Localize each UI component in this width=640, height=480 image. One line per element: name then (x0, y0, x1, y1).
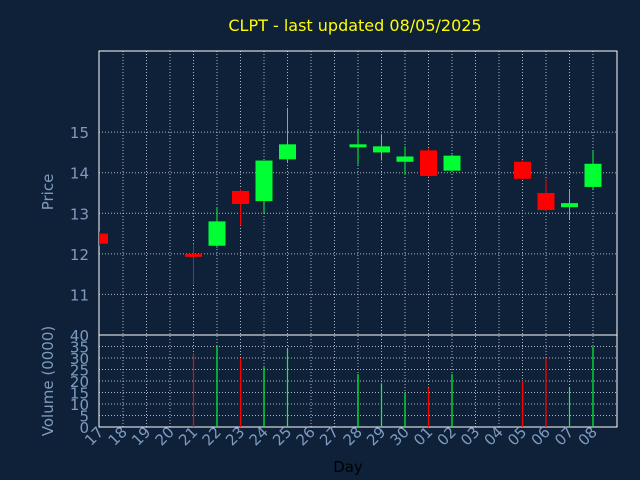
candle-body (185, 253, 202, 257)
candle-body (514, 161, 531, 179)
candle-body (561, 203, 578, 208)
volume-tick-label: 15 (70, 385, 89, 403)
candle-body (349, 144, 367, 148)
price-tick-label: 15 (70, 124, 89, 142)
price-tick-label: 13 (70, 205, 89, 223)
candle-body (420, 150, 437, 176)
volume-axis-title: Volume (0000) (39, 326, 57, 436)
candle-body (373, 146, 390, 153)
volume-tick-label: 5 (79, 408, 89, 426)
candle-body (537, 193, 555, 211)
candles-group (99, 107, 602, 285)
volume-tick-label: 25 (70, 362, 89, 380)
candle-body (255, 160, 273, 202)
candle-body (99, 233, 108, 244)
volume-tick-label: 20 (70, 373, 89, 391)
chart-title: CLPT - last updated 08/05/2025 (228, 16, 481, 35)
price-tick-label: 11 (70, 286, 89, 304)
candle-body (279, 144, 296, 160)
volume-tick-label: 35 (70, 339, 89, 357)
candle-body (584, 163, 602, 187)
volume-tick-label: 10 (70, 396, 89, 414)
price-axis-title: Price (39, 174, 57, 211)
candle-body (232, 190, 249, 204)
volume-tick-label: 40 (70, 327, 89, 345)
volume-tick-label: 30 (70, 350, 89, 368)
candle-body (396, 156, 414, 162)
volume-tick-label: 0 (79, 419, 89, 437)
x-axis-title: Day (333, 458, 363, 476)
candle-body (208, 221, 226, 246)
candle-body (443, 155, 461, 171)
price-tick-label: 14 (70, 165, 89, 183)
price-tick-label: 12 (70, 246, 89, 264)
